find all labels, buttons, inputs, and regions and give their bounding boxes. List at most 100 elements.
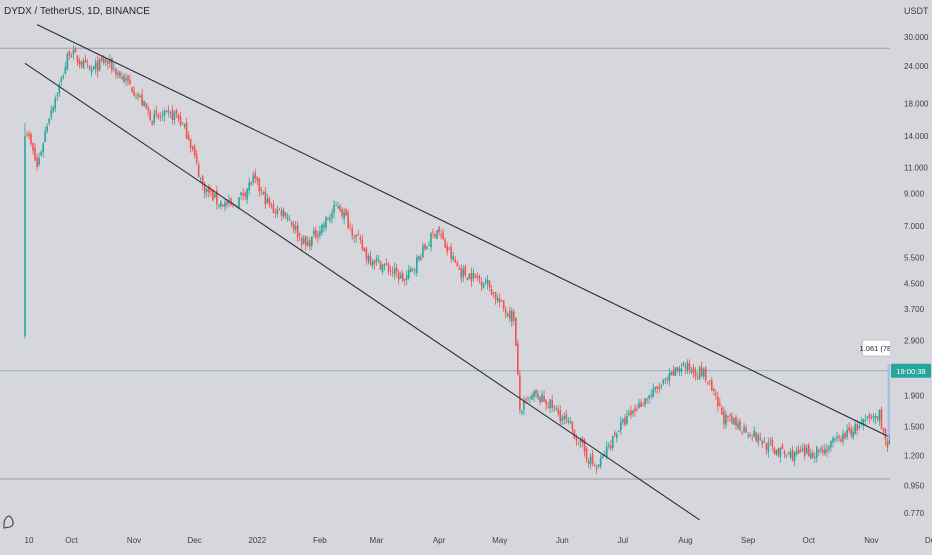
- candle-body: [220, 201, 222, 207]
- candle-body: [319, 231, 321, 236]
- candle-body: [260, 189, 263, 191]
- candle-body: [820, 448, 822, 451]
- candle-body: [129, 79, 131, 85]
- candle-body: [58, 84, 61, 95]
- candle-body: [32, 142, 34, 151]
- y-tick-label: 0.950: [904, 482, 925, 491]
- candle-body: [343, 211, 345, 219]
- price-axis[interactable]: [890, 0, 932, 550]
- candle-body: [791, 449, 794, 461]
- candle-body: [272, 204, 275, 213]
- y-tick-label: 0.770: [904, 509, 925, 518]
- candle-body: [811, 452, 814, 458]
- candle-body: [755, 432, 757, 441]
- candle-body: [24, 136, 26, 337]
- candle-body: [147, 107, 149, 111]
- candle-body: [268, 198, 271, 205]
- candle-body: [862, 419, 865, 425]
- candle-body: [609, 445, 612, 449]
- candle-body: [569, 421, 572, 423]
- candle-body: [82, 60, 85, 69]
- candle-body: [464, 266, 467, 276]
- candle-body: [248, 182, 250, 191]
- candle-body: [258, 178, 261, 192]
- candle-body: [834, 438, 836, 441]
- candle-body: [547, 406, 549, 408]
- candle-body: [117, 72, 119, 75]
- candle-body: [88, 66, 91, 70]
- candle-body: [575, 438, 578, 441]
- candle-body: [167, 109, 170, 112]
- candle-body: [690, 370, 693, 373]
- candle-body: [438, 227, 440, 233]
- candle-body: [715, 393, 717, 396]
- candle-body: [535, 390, 537, 395]
- candle-body: [34, 147, 36, 161]
- candle-body: [747, 435, 749, 437]
- candle-body: [480, 281, 483, 286]
- x-tick-label: 2022: [248, 536, 266, 545]
- candle-body: [721, 407, 723, 415]
- y-tick-label: 1.200: [904, 451, 925, 460]
- candle-body: [573, 429, 576, 439]
- candle-body: [787, 453, 790, 455]
- candle-body: [789, 451, 792, 458]
- candle-body: [672, 370, 675, 376]
- candle-body: [745, 428, 747, 433]
- candle-body: [884, 428, 887, 440]
- candle-body: [571, 421, 574, 430]
- candle-body: [397, 272, 400, 280]
- candle-body: [870, 416, 873, 419]
- candle-body: [531, 395, 533, 400]
- candle-body: [743, 426, 745, 432]
- candle-body: [704, 367, 707, 381]
- candle-body: [226, 201, 228, 205]
- candle-body: [658, 386, 661, 389]
- y-tick-label: 14.000: [904, 132, 929, 141]
- candle-body: [189, 138, 192, 148]
- candle-body: [565, 414, 568, 420]
- candle-body: [702, 369, 705, 377]
- candle-body: [517, 343, 519, 375]
- candle-body: [686, 361, 689, 371]
- candle-body: [306, 241, 309, 246]
- trendline-lower[interactable]: [24, 62, 700, 521]
- y-tick-label: 7.000: [904, 222, 925, 231]
- candle-body: [842, 433, 844, 441]
- candle-body: [696, 377, 699, 379]
- candle-body: [161, 115, 164, 117]
- candle-body: [587, 461, 590, 464]
- candle-body: [205, 188, 208, 192]
- candle-body: [56, 94, 59, 96]
- candle-body: [155, 110, 158, 114]
- candle-body: [816, 447, 818, 458]
- x-tick-label: Nov: [127, 536, 141, 545]
- candle-body: [504, 309, 507, 314]
- candle-body: [331, 212, 333, 218]
- candle-body: [761, 440, 764, 445]
- candle-body: [432, 231, 434, 233]
- candle-body: [523, 400, 525, 410]
- candle-body: [555, 408, 558, 410]
- candle-body: [759, 437, 762, 440]
- candle-body: [62, 75, 65, 78]
- candle-body: [725, 414, 727, 425]
- candle-body: [333, 204, 335, 213]
- drawing-tool-icon[interactable]: [3, 515, 14, 529]
- candle-body: [614, 432, 616, 436]
- candle-body: [327, 218, 329, 220]
- trendline-upper[interactable]: [36, 24, 932, 459]
- candle-body: [498, 298, 501, 303]
- candle-body: [42, 143, 44, 153]
- candle-body: [866, 416, 869, 418]
- y-tick-label: 5.500: [904, 253, 925, 262]
- y-tick-label: 1.900: [904, 392, 925, 401]
- candle-body: [739, 420, 741, 431]
- candle-body: [252, 175, 255, 183]
- candle-body: [751, 438, 753, 440]
- candle-body: [801, 448, 804, 451]
- candle-body: [254, 173, 257, 179]
- y-tick-label: 24.000: [904, 62, 929, 71]
